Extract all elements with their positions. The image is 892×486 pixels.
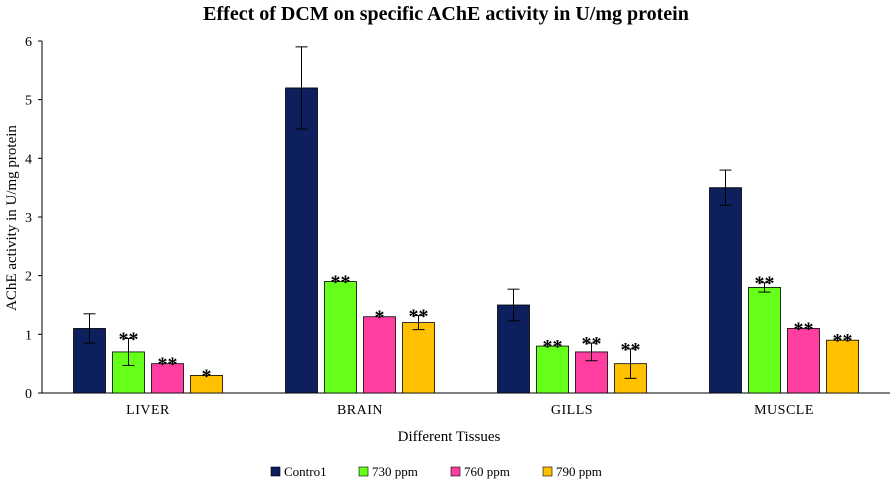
bar-790-ppm <box>190 374 223 394</box>
bar-contro1 <box>709 187 742 394</box>
bar-730-ppm <box>748 286 781 394</box>
category-label: MUSCLE <box>754 403 814 418</box>
significance-marker: ** <box>119 328 139 350</box>
significance-marker: ** <box>331 272 351 294</box>
category-label: BRAIN <box>337 403 383 418</box>
y-tick-label: 5 <box>25 94 32 109</box>
legend-swatch <box>270 466 281 477</box>
category-label: GILLS <box>551 403 593 418</box>
significance-marker: ** <box>833 330 853 352</box>
bar-790-ppm <box>402 322 435 394</box>
significance-marker: ** <box>582 333 602 355</box>
legend-label: 790 ppm <box>556 464 602 479</box>
significance-marker: ** <box>543 336 563 358</box>
bar-730-ppm <box>324 281 357 394</box>
bar-760-ppm <box>787 328 820 394</box>
bar-760-ppm <box>151 363 184 394</box>
bar-730-ppm <box>536 345 569 394</box>
significance-marker: * <box>202 365 212 387</box>
y-tick-label: 2 <box>25 270 32 285</box>
bar-contro1 <box>285 87 318 394</box>
y-axis-label: AChE activity in U/mg protein <box>4 125 20 311</box>
y-tick-label: 3 <box>25 211 32 226</box>
y-tick-label: 6 <box>25 35 32 50</box>
category-label: LIVER <box>126 403 170 418</box>
bar-790-ppm <box>826 339 859 394</box>
significance-marker: ** <box>755 273 775 295</box>
bar-760-ppm <box>363 316 396 394</box>
legend-swatch <box>542 466 553 477</box>
significance-marker: ** <box>621 339 641 361</box>
significance-marker: ** <box>158 354 178 376</box>
legend-label: 760 ppm <box>464 464 510 479</box>
chart-title: Effect of DCM on specific AChE activity … <box>203 3 689 25</box>
legend-swatch <box>450 466 461 477</box>
x-axis-label: Different Tissues <box>398 429 501 445</box>
y-tick-label: 1 <box>25 328 32 343</box>
legend-label: 730 ppm <box>372 464 418 479</box>
significance-marker: ** <box>409 306 429 328</box>
y-tick-label: 4 <box>25 152 32 167</box>
significance-marker: * <box>375 307 385 329</box>
legend-swatch <box>358 466 369 477</box>
significance-marker: ** <box>794 318 814 340</box>
y-tick-label: 0 <box>25 387 32 402</box>
legend: Contro1 730 ppm 760 ppm 790 ppm <box>270 464 602 479</box>
legend-label: Contro1 <box>284 464 327 479</box>
